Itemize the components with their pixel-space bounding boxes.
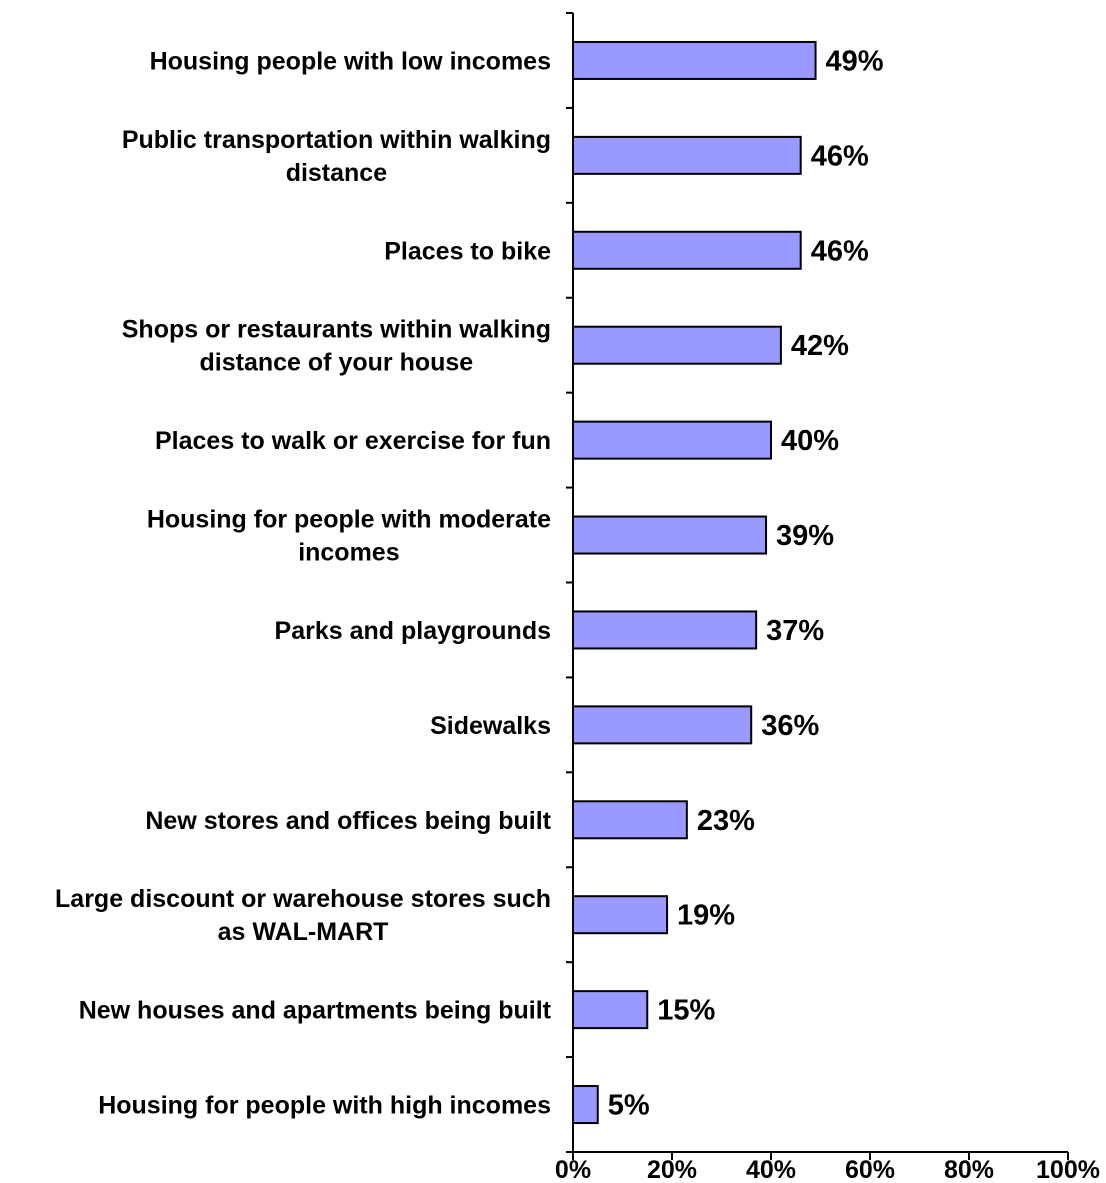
bar-value-label: 5% (608, 1090, 650, 1122)
bar (572, 420, 772, 460)
category-label: Housing people with low incomes (150, 47, 551, 75)
category-label: Housing for people with high incomes (98, 1092, 551, 1120)
bar-value-label: 49% (826, 45, 884, 77)
bar (572, 40, 817, 80)
bar (572, 135, 802, 175)
category-label: Housing for people with moderate incomes (147, 506, 551, 567)
category-label: Places to walk or exercise for fun (155, 427, 551, 455)
bar (572, 515, 768, 555)
category-label: Sidewalks (430, 712, 551, 740)
x-tick-label: 80% (944, 1156, 994, 1183)
category-label: Parks and playgrounds (275, 617, 551, 645)
bar-value-label: 36% (761, 710, 819, 742)
bar-value-label: 40% (781, 425, 839, 457)
x-tick-label: 20% (647, 1156, 697, 1183)
bar-value-label: 46% (811, 140, 869, 172)
chart-axes (566, 12, 1069, 1160)
bar-value-label: 19% (677, 900, 735, 932)
chart-labels: 0% 20% 40% 60% 80% 100% 49% Housing people with… (55, 45, 1100, 1183)
bar (572, 705, 753, 745)
bar (572, 610, 758, 650)
bar-value-label: 39% (776, 520, 834, 552)
category-label: Large discount or warehouse stores such a… (55, 885, 551, 946)
category-label: Public transportation within walking dist… (122, 126, 551, 187)
x-tick-label: 0% (555, 1156, 591, 1183)
bar-value-label: 42% (791, 330, 849, 362)
x-tick-label: 100% (1036, 1156, 1100, 1183)
category-label: Shops or restaurants within walking dista… (122, 316, 551, 377)
chart-bars (572, 40, 817, 1125)
bar (572, 325, 782, 365)
category-label: New stores and offices being built (145, 807, 551, 835)
bar (572, 895, 669, 935)
category-label: Places to bike (384, 237, 551, 265)
x-tick-label: 60% (845, 1156, 895, 1183)
category-label: New houses and apartments being built (79, 997, 552, 1025)
bar (572, 230, 802, 270)
bar (572, 1085, 599, 1125)
bar (572, 990, 649, 1030)
bar-value-label: 37% (766, 615, 824, 647)
bar-value-label: 23% (697, 805, 755, 837)
bar (572, 800, 688, 840)
x-tick-label: 40% (746, 1156, 796, 1183)
bar-value-label: 46% (811, 235, 869, 267)
bar-value-label: 15% (657, 995, 715, 1027)
